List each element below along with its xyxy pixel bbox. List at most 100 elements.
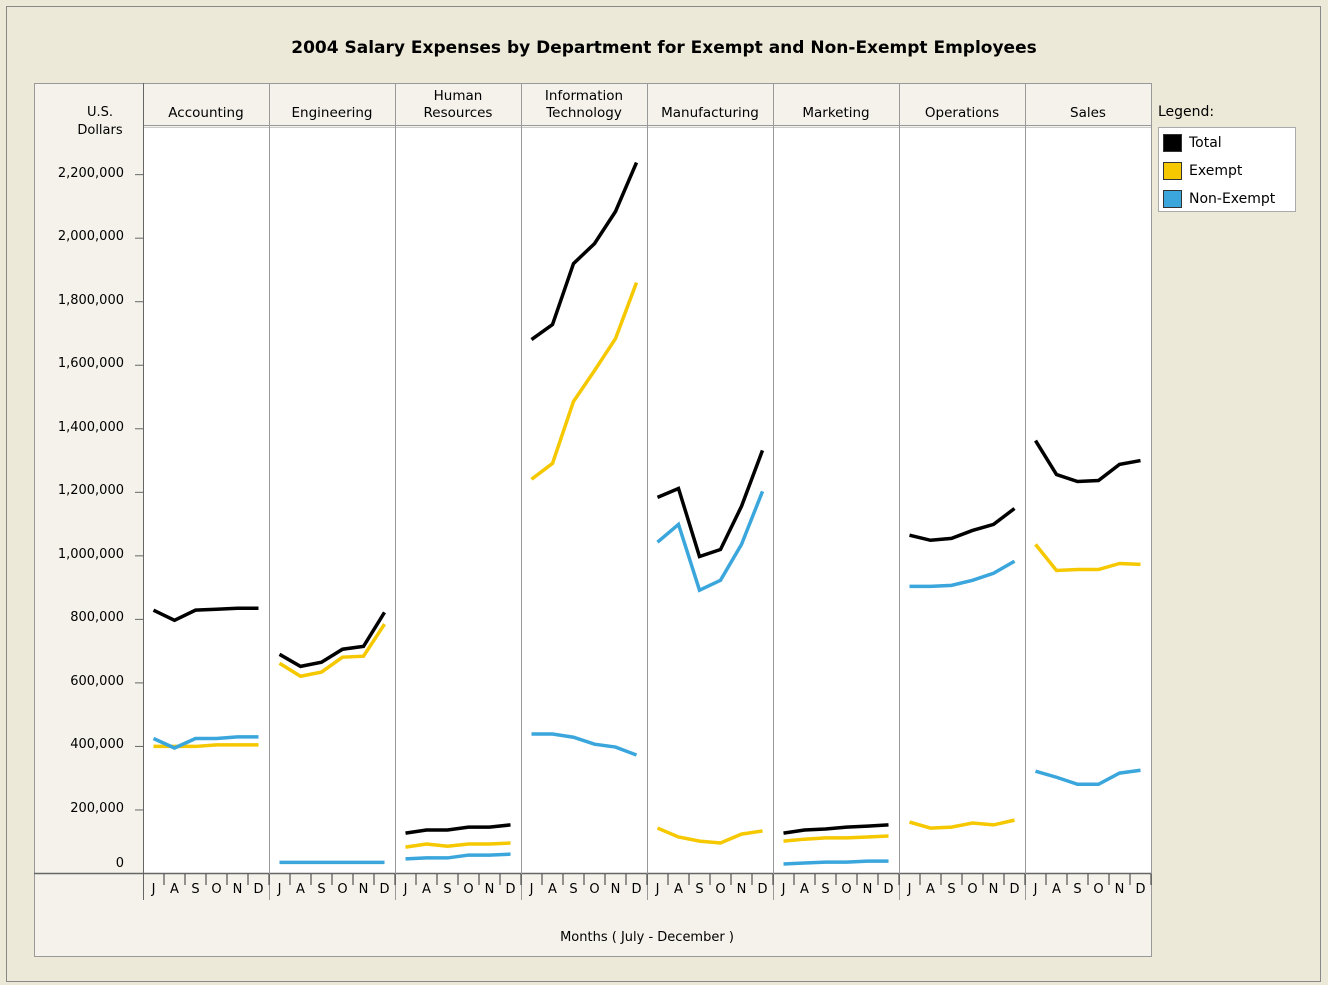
series-line bbox=[405, 823, 511, 835]
x-tick-label: D bbox=[379, 882, 389, 897]
x-tick-label: O bbox=[211, 882, 221, 897]
x-tick-label: D bbox=[883, 882, 893, 897]
x-tick-label: J bbox=[1033, 882, 1038, 897]
x-tick-label: D bbox=[631, 882, 641, 897]
x-tick-label: D bbox=[253, 882, 263, 897]
series-line bbox=[530, 161, 639, 341]
x-tick-label: D bbox=[757, 882, 767, 897]
x-tick-label: A bbox=[800, 882, 809, 897]
panel-header: Information Technology bbox=[544, 88, 624, 121]
x-tick-label: S bbox=[821, 882, 829, 897]
x-tick-label: A bbox=[548, 882, 557, 897]
series-line bbox=[783, 823, 889, 835]
y-tick-label: 2,200,000 bbox=[57, 165, 124, 181]
series-line bbox=[656, 449, 765, 559]
x-tick-label: N bbox=[233, 882, 243, 897]
y-axis-title: U.S. Dollars bbox=[77, 105, 123, 138]
series-line bbox=[530, 282, 639, 481]
panel-header: Sales bbox=[1070, 105, 1106, 121]
legend-swatch bbox=[1163, 134, 1182, 152]
legend-label: Non-Exempt bbox=[1189, 191, 1276, 207]
x-tick-label: A bbox=[674, 882, 683, 897]
x-tick-label: S bbox=[569, 882, 577, 897]
x-tick-label: N bbox=[737, 882, 747, 897]
x-tick-label: N bbox=[1115, 882, 1125, 897]
x-tick-label: O bbox=[715, 882, 725, 897]
y-tick-label: 1,000,000 bbox=[57, 546, 124, 562]
x-tick-label: O bbox=[967, 882, 977, 897]
series-line bbox=[152, 606, 259, 623]
x-tick-label: S bbox=[695, 882, 703, 897]
x-tick-label: D bbox=[1135, 882, 1145, 897]
y-tick-label: 2,000,000 bbox=[57, 229, 124, 245]
panel-header: Manufacturing bbox=[661, 105, 759, 121]
series-line bbox=[909, 818, 1015, 830]
x-tick-label: D bbox=[1009, 882, 1019, 897]
chart-title: 2004 Salary Expenses by Department for E… bbox=[291, 38, 1037, 58]
series-line bbox=[909, 559, 1016, 589]
x-tick-label: J bbox=[655, 882, 660, 897]
panel-header: Engineering bbox=[291, 105, 373, 121]
x-tick-label: A bbox=[1052, 882, 1061, 897]
series-line bbox=[405, 841, 511, 849]
x-tick-label: O bbox=[463, 882, 473, 897]
series-line bbox=[1035, 768, 1141, 786]
series-line bbox=[278, 623, 386, 679]
x-tick-label: D bbox=[505, 882, 515, 897]
x-tick-label: S bbox=[443, 882, 451, 897]
y-tick-label: 1,600,000 bbox=[57, 356, 124, 372]
panel-header: Operations bbox=[924, 105, 1000, 121]
legend-title: Legend: bbox=[1158, 104, 1215, 120]
y-tick-label: 400,000 bbox=[70, 737, 124, 753]
series-line bbox=[531, 732, 638, 757]
legend-swatch bbox=[1163, 162, 1182, 180]
y-tick-label: 0 bbox=[115, 855, 124, 871]
x-axis-title: Months ( July - December ) bbox=[560, 930, 734, 945]
y-tick-label: 1,200,000 bbox=[57, 483, 124, 499]
series-line bbox=[656, 490, 765, 593]
panel-header: Marketing bbox=[802, 105, 870, 121]
panel-header: Accounting bbox=[168, 105, 244, 121]
x-tick-label: S bbox=[1073, 882, 1081, 897]
x-tick-label: S bbox=[947, 882, 955, 897]
x-tick-label: N bbox=[359, 882, 369, 897]
x-tick-label: N bbox=[863, 882, 873, 897]
series-line bbox=[656, 826, 763, 845]
x-tick-label: S bbox=[317, 882, 325, 897]
x-tick-label: O bbox=[337, 882, 347, 897]
x-tick-label: N bbox=[485, 882, 495, 897]
y-tick-label: 1,400,000 bbox=[57, 419, 124, 435]
x-tick-label: J bbox=[277, 882, 282, 897]
x-tick-label: A bbox=[296, 882, 305, 897]
legend-label: Exempt bbox=[1189, 163, 1243, 179]
y-tick-label: 600,000 bbox=[70, 673, 124, 689]
y-tick-label: 800,000 bbox=[70, 610, 124, 626]
legend-swatch bbox=[1163, 190, 1182, 208]
x-tick-label: S bbox=[191, 882, 199, 897]
y-tick-label: 1,800,000 bbox=[57, 292, 124, 308]
y-tick-label: 200,000 bbox=[70, 800, 124, 816]
series-line bbox=[909, 507, 1016, 543]
x-tick-label: A bbox=[422, 882, 431, 897]
x-tick-label: O bbox=[589, 882, 599, 897]
x-tick-label: O bbox=[1093, 882, 1103, 897]
series-line bbox=[278, 611, 386, 669]
panel-header: Human Resources bbox=[423, 88, 493, 121]
series-line bbox=[1034, 543, 1141, 573]
legend-label: Total bbox=[1189, 135, 1222, 151]
series-line bbox=[1034, 439, 1141, 484]
x-tick-label: J bbox=[529, 882, 534, 897]
series-line bbox=[783, 859, 889, 866]
series-line bbox=[405, 852, 511, 861]
x-tick-label: N bbox=[989, 882, 999, 897]
x-tick-label: O bbox=[841, 882, 851, 897]
series-line bbox=[152, 735, 259, 750]
x-tick-label: A bbox=[926, 882, 935, 897]
x-tick-label: J bbox=[907, 882, 912, 897]
series-line bbox=[783, 834, 889, 843]
x-tick-label: J bbox=[781, 882, 786, 897]
x-tick-label: N bbox=[611, 882, 621, 897]
x-tick-label: J bbox=[151, 882, 156, 897]
